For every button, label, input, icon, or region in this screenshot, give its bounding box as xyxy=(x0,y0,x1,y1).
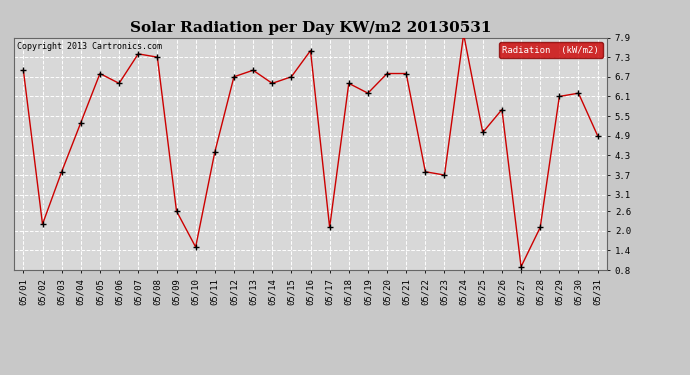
Text: Copyright 2013 Cartronics.com: Copyright 2013 Cartronics.com xyxy=(17,42,161,51)
Title: Solar Radiation per Day KW/m2 20130531: Solar Radiation per Day KW/m2 20130531 xyxy=(130,21,491,35)
Legend: Radiation  (kW/m2): Radiation (kW/m2) xyxy=(499,42,602,58)
